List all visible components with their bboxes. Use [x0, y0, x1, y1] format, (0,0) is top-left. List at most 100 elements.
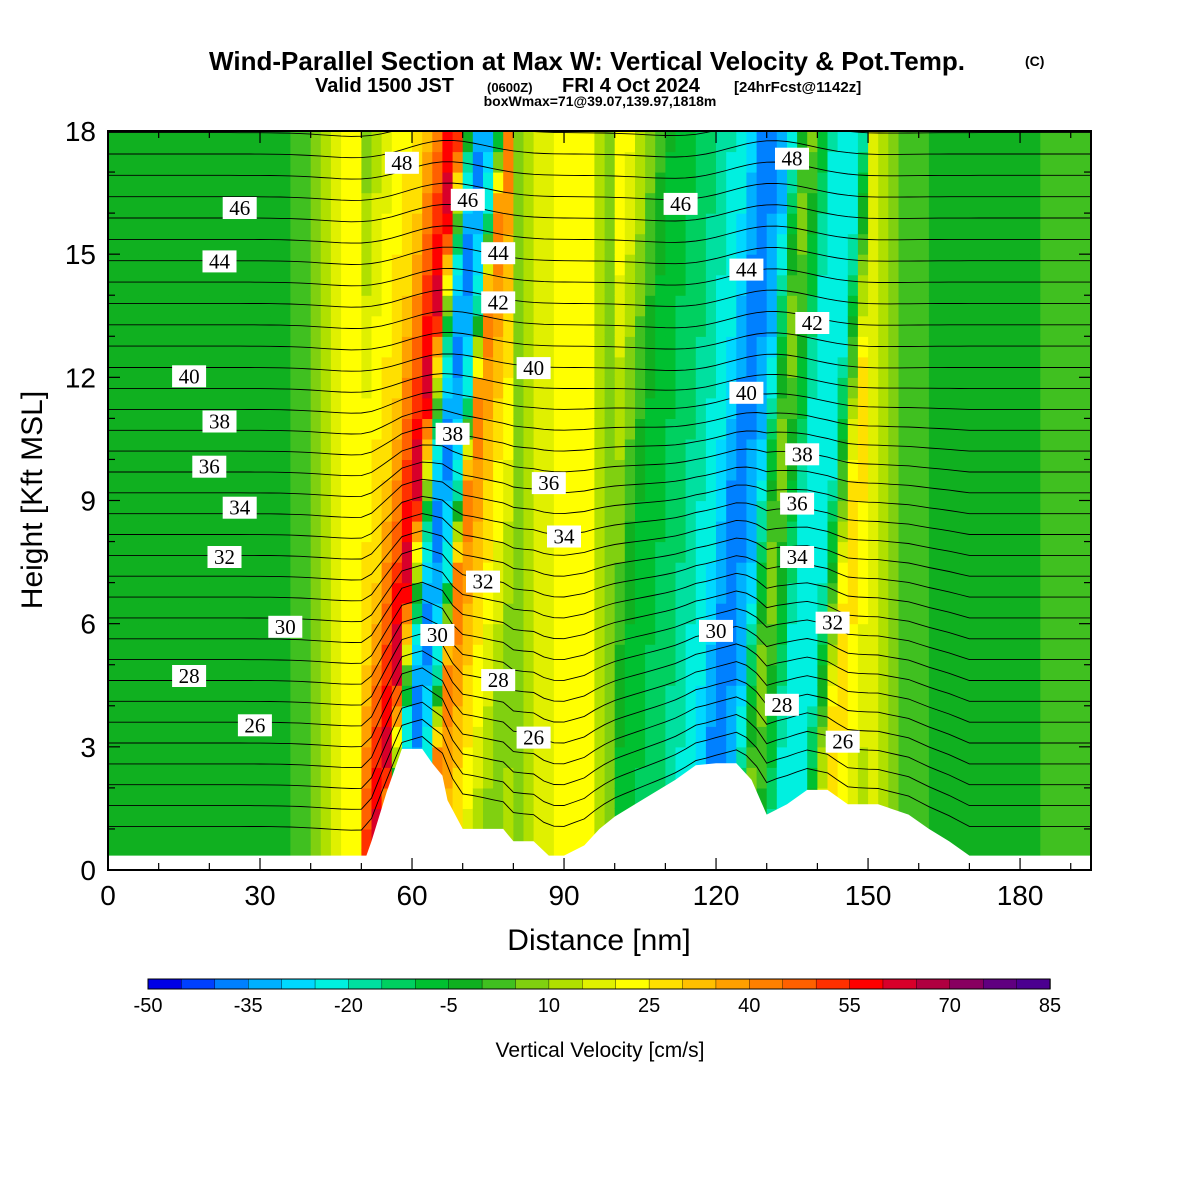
y-tick-label: 0: [80, 855, 96, 886]
heat-cell: [888, 787, 899, 809]
heat-cell: [837, 644, 849, 666]
heat-cell: [604, 808, 616, 830]
heat-cell: [493, 521, 504, 543]
heat-cell: [1080, 582, 1091, 604]
heat-cell: [219, 521, 231, 543]
heat-cell: [168, 562, 180, 584]
heat-cell: [401, 418, 413, 440]
heat-cell: [726, 603, 737, 625]
heat-cell: [939, 705, 950, 727]
heat-cell: [493, 356, 504, 378]
heat-cell: [300, 685, 312, 707]
heat-cell: [1030, 808, 1041, 830]
heat-cell: [878, 172, 889, 194]
heat-cell: [898, 315, 910, 337]
heat-cell: [361, 397, 373, 419]
heat-cell: [523, 685, 535, 707]
colorbar-cell: [749, 978, 784, 990]
heat-cell: [939, 233, 950, 255]
heat-cell: [959, 315, 970, 337]
heat-cell: [888, 438, 899, 460]
heat-cell: [432, 254, 443, 276]
heat-cell: [797, 644, 808, 666]
heat-cell: [533, 131, 545, 153]
heat-cell: [412, 131, 423, 153]
x-tick-label: 120: [693, 880, 740, 911]
heat-cell: [300, 623, 312, 645]
heat-cell: [1030, 746, 1041, 768]
heat-cell: [229, 562, 241, 584]
heat-cell: [939, 151, 950, 173]
heat-cell: [219, 664, 231, 686]
heat-cell: [553, 541, 565, 563]
heat-cell: [432, 172, 443, 194]
heat-cell: [797, 459, 808, 481]
heat-cell: [452, 767, 464, 789]
heat-cell: [178, 213, 190, 235]
heat-cell: [178, 131, 190, 153]
heat-cell: [503, 726, 514, 748]
heat-cell: [381, 213, 393, 235]
heat-cell: [736, 172, 747, 194]
heat-cell: [381, 295, 393, 317]
heat-cell: [1020, 213, 1031, 235]
heat-cell: [1020, 705, 1031, 727]
heat-cell: [827, 418, 839, 440]
heat-cell: [189, 685, 200, 707]
heat-cell: [705, 418, 717, 440]
heat-cell: [513, 767, 525, 789]
heat-cell: [1050, 274, 1062, 296]
heat-cell: [574, 644, 585, 666]
heat-cell: [594, 418, 606, 440]
heat-cell: [736, 192, 747, 214]
heat-cell: [564, 746, 575, 768]
heat-cell: [320, 131, 332, 153]
heat-cell: [908, 397, 920, 419]
heat-cell: [189, 254, 200, 276]
heat-cell: [584, 562, 595, 584]
heat-cell: [351, 131, 362, 153]
heat-cell: [189, 377, 200, 399]
heat-cell: [249, 582, 261, 604]
heat-cell: [138, 582, 150, 604]
heat-cell: [746, 397, 758, 419]
heat-cell: [695, 274, 707, 296]
heat-cell: [655, 131, 666, 153]
heat-cell: [857, 418, 869, 440]
heat-cell: [401, 295, 413, 317]
heat-cell: [837, 192, 849, 214]
heat-cell: [513, 233, 525, 255]
heat-cell: [584, 254, 595, 276]
heat-cell: [635, 541, 646, 563]
heat-cell: [361, 356, 373, 378]
heat-cell: [178, 274, 190, 296]
heat-cell: [574, 480, 585, 502]
heat-cell: [118, 808, 129, 830]
heat-cell: [959, 233, 970, 255]
heat-cell: [1050, 664, 1062, 686]
contour-label: 48: [384, 151, 419, 175]
heat-cell: [290, 644, 302, 666]
heat-cell: [442, 603, 454, 625]
heat-cell: [148, 172, 160, 194]
heat-cell: [878, 726, 889, 748]
heat-cell: [716, 541, 727, 563]
heat-cell: [341, 377, 352, 399]
heat-cell: [908, 233, 920, 255]
heat-cell: [857, 233, 869, 255]
heat-cell: [401, 356, 413, 378]
heat-cell: [827, 705, 839, 727]
heat-cell: [898, 295, 910, 317]
contour-label: 28: [481, 668, 516, 692]
heat-cell: [716, 213, 727, 235]
heat-cell: [249, 397, 261, 419]
colorbar-tick-label: 85: [1039, 995, 1061, 1017]
heat-cell: [472, 315, 484, 337]
heat-cell: [908, 746, 920, 768]
heat-cell: [432, 521, 443, 543]
heat-cell: [746, 705, 758, 727]
heat-cell: [300, 295, 312, 317]
heat-cell: [351, 151, 362, 173]
heat-cell: [695, 726, 707, 748]
